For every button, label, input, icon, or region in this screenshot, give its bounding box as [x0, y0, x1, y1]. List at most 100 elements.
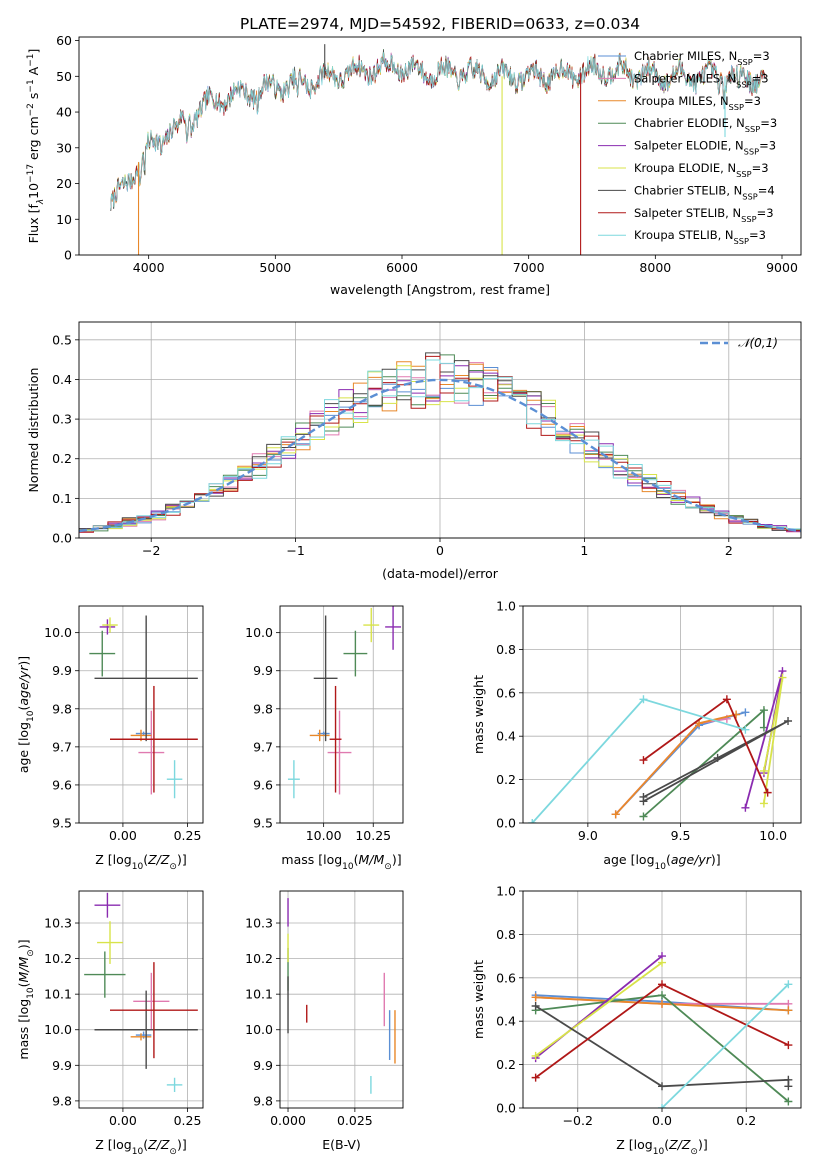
weight-marker	[639, 797, 648, 806]
weight-marker	[658, 1104, 666, 1108]
spectrum-ytick-label: 10	[56, 212, 72, 227]
age-z-frame	[78, 605, 204, 824]
weight-marker	[784, 1082, 793, 1091]
age-mass-ytick-label: 9.8	[253, 701, 273, 716]
mass-z-ytick-label: 10.1	[44, 987, 72, 1002]
weight-age-xtick-label: 10.0	[759, 828, 787, 843]
residuals-ytick-label: 0.5	[52, 332, 72, 347]
age-z-xtick-label: 0.00	[109, 828, 137, 843]
weight-z-frame	[522, 890, 802, 1109]
weight-age-ytick-label: 0.0	[496, 816, 516, 831]
mass-ebv-ytick-label: 10.0	[245, 1022, 273, 1037]
mass-ebv-xlabel: E(B-V)	[322, 1137, 361, 1152]
weight-marker	[658, 1082, 666, 1091]
age-z-xlabel: Z [log10(Z/Z⊙)]	[95, 852, 186, 872]
weight-marker	[741, 725, 750, 734]
age-mass-ytick-label: 9.5	[253, 816, 273, 831]
weight-z-lines	[531, 952, 793, 1108]
mass-ebv-xtick-label: 0.000	[270, 1113, 306, 1128]
mass-z-frame	[78, 890, 204, 1109]
residuals-xtick-label: −2	[142, 543, 160, 558]
spectrum-ytick-label: 50	[56, 69, 72, 84]
residuals-bars	[79, 352, 801, 536]
spectrum-xtick-label: 4000	[133, 260, 165, 275]
weight-marker	[658, 958, 666, 967]
spectrum-ytick-label: 0	[64, 248, 72, 263]
weight-age-ytick-label: 0.6	[496, 685, 516, 700]
weight-marker	[759, 706, 768, 715]
weight-age-ylabel: mass weight	[471, 675, 486, 754]
age-mass-ytick-label: 10.0	[245, 625, 273, 640]
weight-age-ytick-label: 1.0	[496, 599, 516, 614]
weight-z-ylabel: mass weight	[471, 960, 486, 1039]
residuals-legend-entry: 𝒩(0,1)	[738, 336, 778, 350]
mass-z-ytick-label: 9.8	[52, 1093, 72, 1108]
residuals-ytick-label: 0.0	[52, 531, 72, 546]
age-mass-xlabel: mass [log10(M/M⊙)]	[281, 852, 401, 872]
age-z-ylabel: age [log10(age/yr)]	[16, 656, 36, 773]
weight-marker	[784, 1041, 793, 1050]
gaussian-curve	[79, 378, 801, 533]
mass-z-ytick-label: 10.3	[44, 916, 72, 931]
mass-z-xtick-label: 0.00	[109, 1113, 137, 1128]
age-mass-frame	[279, 605, 404, 824]
age-z-ytick-label: 10.0	[44, 625, 72, 640]
weight-marker	[784, 980, 793, 989]
residual-histogram	[79, 359, 801, 533]
mass-ebv-ytick-label: 10.1	[245, 987, 273, 1002]
weight-age-ytick-label: 0.2	[496, 772, 516, 787]
spectrum-frame	[78, 36, 802, 256]
weight-z-ytick-label: 0.0	[496, 1101, 516, 1116]
spectrum-xtick-label: 6000	[386, 260, 418, 275]
weight-marker	[759, 799, 768, 808]
residuals-ylabel: Normed distribution	[26, 368, 41, 493]
legend-entry: Chabrier MILES, NSSP=3	[634, 49, 770, 67]
mass-z-ytick-label: 9.9	[52, 1058, 72, 1073]
legend-entry: Salpeter STELIB, NSSP=3	[634, 206, 774, 224]
spectrum-legend: Chabrier MILES, NSSP=3 Salpeter MILES, NS…	[598, 49, 777, 246]
weight-marker	[722, 695, 731, 704]
legend-entry: Chabrier STELIB, NSSP=4	[634, 183, 775, 201]
weight-marker	[741, 803, 750, 812]
residuals-xtick-label: 1	[580, 543, 588, 558]
spectrum-xtick-label: 8000	[639, 260, 671, 275]
legend-entry: Salpeter ELODIE, NSSP=3	[634, 139, 776, 157]
mass-ebv-axes: 0.000 0.025 9.8 9.9 10.0 10.1 10.2 10.3	[245, 891, 403, 1128]
spectrum-series-line	[110, 52, 765, 211]
legend-entry: Chabrier ELODIE, NSSP=3	[634, 116, 777, 134]
weight-marker	[784, 1006, 793, 1015]
weight-marker	[611, 810, 620, 819]
weight-marker	[713, 753, 722, 762]
weight-marker	[531, 993, 540, 1002]
spectrum-lines	[110, 44, 766, 255]
residuals-xtick-label: −1	[286, 543, 304, 558]
age-mass-ytick-label: 9.9	[253, 663, 273, 678]
spectrum-xtick-label: 9000	[766, 260, 798, 275]
weight-z-xtick-label: −0.2	[563, 1113, 593, 1128]
spectrum-ytick-label: 20	[56, 176, 72, 191]
age-z-xtick-label: 0.25	[174, 828, 202, 843]
age-mass-xtick-label: 10.00	[306, 828, 342, 843]
mass-ebv-ytick-label: 9.8	[253, 1093, 273, 1108]
mass-z-xlabel: Z [log10(Z/Z⊙)]	[95, 1137, 186, 1157]
weight-marker	[531, 1051, 540, 1060]
residuals-ytick-label: 0.2	[52, 451, 72, 466]
weight-marker	[784, 1097, 793, 1106]
age-z-ytick-label: 9.9	[52, 663, 72, 678]
weight-marker	[763, 788, 772, 797]
weight-age-frame	[522, 605, 802, 824]
weight-series-line	[661, 983, 790, 1108]
spectrum-ytick-label: 60	[56, 33, 72, 48]
spectrum-xtick-label: 7000	[513, 260, 545, 275]
legend-entry: Kroupa STELIB, NSSP=3	[634, 228, 766, 246]
weight-marker	[531, 1002, 540, 1011]
mass-ebv-frame	[279, 890, 404, 1109]
residuals-frame	[78, 321, 802, 539]
mass-z-ytick-label: 10.2	[44, 951, 72, 966]
weight-marker	[658, 999, 666, 1008]
residuals-xtick-label: 2	[725, 543, 733, 558]
weight-marker	[639, 695, 648, 704]
weight-marker	[528, 819, 537, 823]
weight-marker	[639, 756, 648, 765]
weight-marker	[759, 766, 768, 775]
